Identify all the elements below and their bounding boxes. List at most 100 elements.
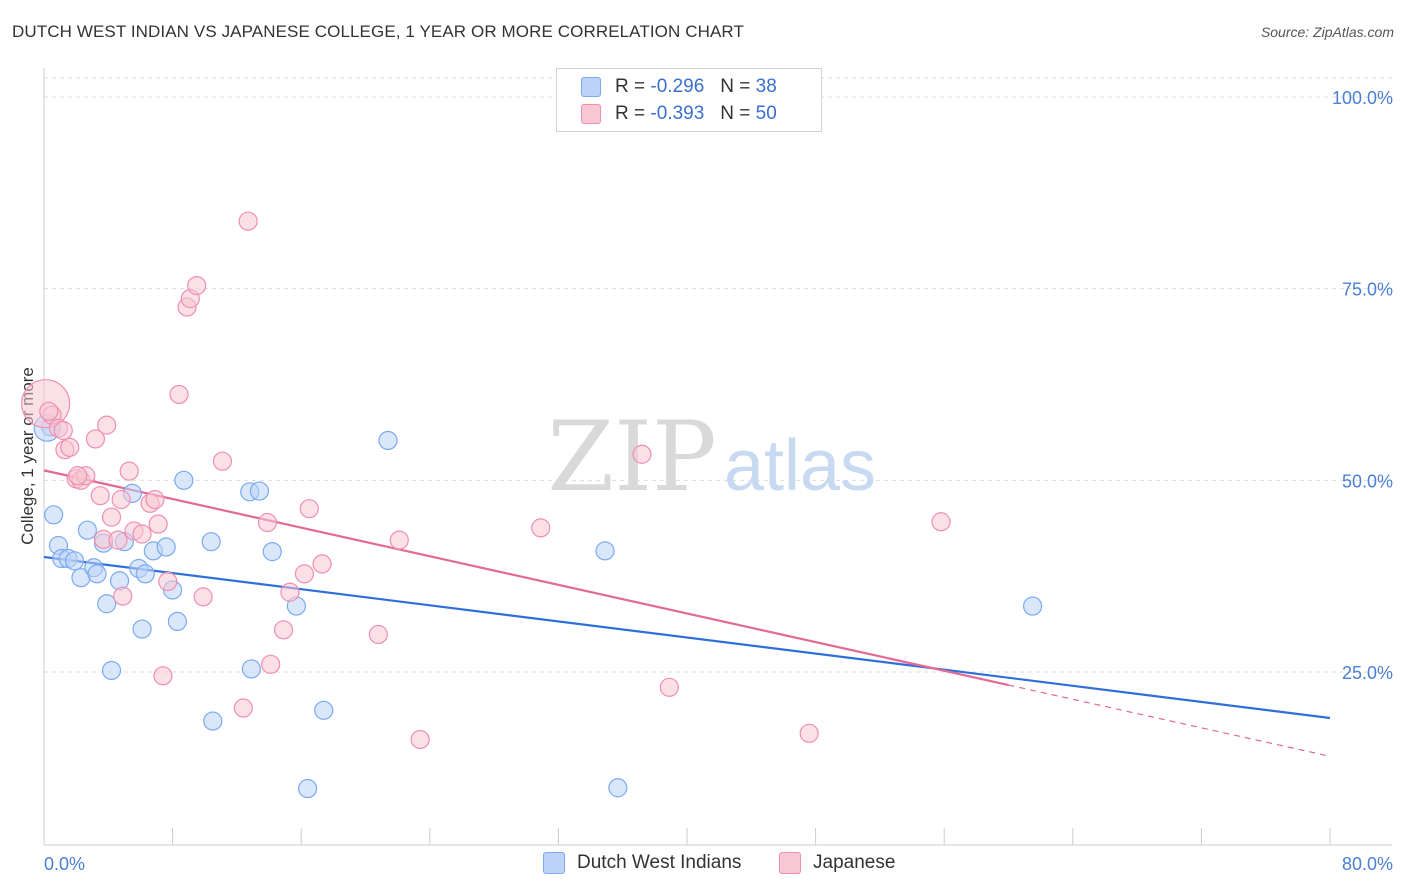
data-point	[64, 551, 85, 571]
data-point	[53, 420, 73, 441]
data-points	[21, 211, 1043, 799]
data-point	[167, 611, 188, 632]
y-tick-label: 75.0%	[1342, 280, 1393, 300]
data-point	[39, 401, 59, 421]
data-point	[156, 537, 176, 557]
data-point	[68, 466, 88, 486]
stats-legend-row-dutch-west-indians: R = -0.296 N = 38	[581, 75, 777, 99]
r-label: R =	[615, 76, 646, 97]
data-point	[119, 461, 139, 481]
data-point	[257, 512, 278, 533]
data-point	[378, 430, 398, 451]
data-point	[60, 437, 80, 457]
watermark: ZIP atlas	[547, 401, 876, 513]
data-point	[312, 554, 332, 574]
data-point	[101, 660, 122, 681]
data-point	[87, 564, 107, 584]
data-point	[799, 723, 819, 743]
data-point	[153, 666, 173, 686]
trend-line-japanese-extrapolated	[1008, 684, 1331, 757]
data-point	[632, 444, 652, 464]
data-point	[659, 677, 679, 697]
legend-label-dutch-west-indians: Dutch West Indians	[577, 852, 742, 873]
data-point	[101, 507, 122, 527]
data-point	[203, 711, 223, 731]
data-point	[931, 512, 951, 532]
data-point	[280, 582, 300, 602]
data-point	[201, 532, 221, 552]
legend-item-dutch-west-indians[interactable]: Dutch West Indians	[543, 852, 741, 874]
legend-swatch-dutch-west-indians	[581, 77, 601, 97]
data-point	[113, 586, 133, 606]
data-point	[158, 571, 178, 592]
data-point	[608, 778, 628, 798]
data-point	[294, 564, 315, 584]
x-tick-label: 0.0%	[44, 854, 85, 874]
data-point	[261, 654, 281, 674]
y-tick-label: 50.0%	[1342, 471, 1393, 491]
data-point	[238, 211, 258, 231]
data-point	[135, 564, 155, 584]
data-point	[273, 620, 294, 640]
series-dutch-west-indians-points	[33, 414, 1043, 799]
axes	[43, 68, 1392, 846]
data-point	[1023, 596, 1043, 616]
data-point	[389, 530, 409, 550]
y-tick-label: 25.0%	[1342, 663, 1393, 683]
data-point	[299, 499, 319, 519]
data-point	[97, 594, 117, 614]
data-point	[111, 489, 131, 510]
data-point	[368, 624, 388, 645]
data-point	[97, 415, 117, 435]
watermark-atlas: atlas	[724, 426, 876, 506]
n-label: N =	[720, 103, 751, 124]
trend-line-japanese	[43, 469, 1009, 687]
chart-title: DUTCH WEST INDIAN VS JAPANESE COLLEGE, 1…	[12, 22, 744, 41]
data-point	[187, 276, 207, 296]
legend-swatch-dutch-west-indians	[543, 852, 565, 874]
trend-lines	[43, 469, 1331, 757]
data-point	[241, 659, 261, 679]
data-point	[531, 518, 551, 538]
n-label: N =	[720, 76, 751, 97]
data-point	[262, 542, 282, 562]
data-point	[85, 429, 106, 449]
data-point	[169, 384, 189, 405]
data-point	[212, 451, 233, 471]
source-credit: Source: ZipAtlas.com	[1260, 24, 1394, 40]
tick-labels: 25.0% 50.0% 75.0% 100.0% 0.0% 80.0%	[44, 88, 1393, 874]
data-point	[174, 470, 194, 490]
data-point	[148, 514, 168, 534]
data-point	[233, 698, 253, 718]
data-point	[145, 489, 165, 510]
legend-label-japanese: Japanese	[813, 852, 896, 873]
r-label: R =	[615, 103, 646, 124]
trend-line-dutch-west-indians	[43, 555, 1331, 720]
n-value: 50	[755, 103, 777, 124]
data-point	[249, 481, 270, 501]
data-point	[595, 541, 615, 561]
series-japanese-points	[21, 211, 951, 750]
data-point	[410, 729, 430, 750]
data-point	[44, 505, 64, 525]
r-value: -0.393	[650, 103, 705, 124]
r-value: -0.296	[650, 76, 705, 97]
data-point	[77, 520, 98, 540]
stats-legend-row-japanese: R = -0.393 N = 50	[581, 102, 777, 126]
data-point	[298, 778, 318, 799]
x-tick-label: 80.0%	[1342, 854, 1393, 874]
data-point	[314, 700, 334, 720]
y-tick-label: 100.0%	[1332, 88, 1393, 108]
data-point	[193, 587, 213, 607]
data-point	[132, 619, 152, 639]
legend-swatch-japanese	[779, 852, 801, 874]
series-legend: Dutch West Indians Japanese	[0, 852, 1406, 876]
stats-legend: R = -0.296 N = 38 R = -0.393 N = 50	[556, 68, 822, 132]
legend-swatch-japanese	[581, 104, 601, 124]
data-point	[108, 530, 128, 550]
legend-item-japanese[interactable]: Japanese	[779, 852, 895, 874]
watermark-zip: ZIP	[547, 401, 716, 513]
data-point	[132, 524, 152, 544]
